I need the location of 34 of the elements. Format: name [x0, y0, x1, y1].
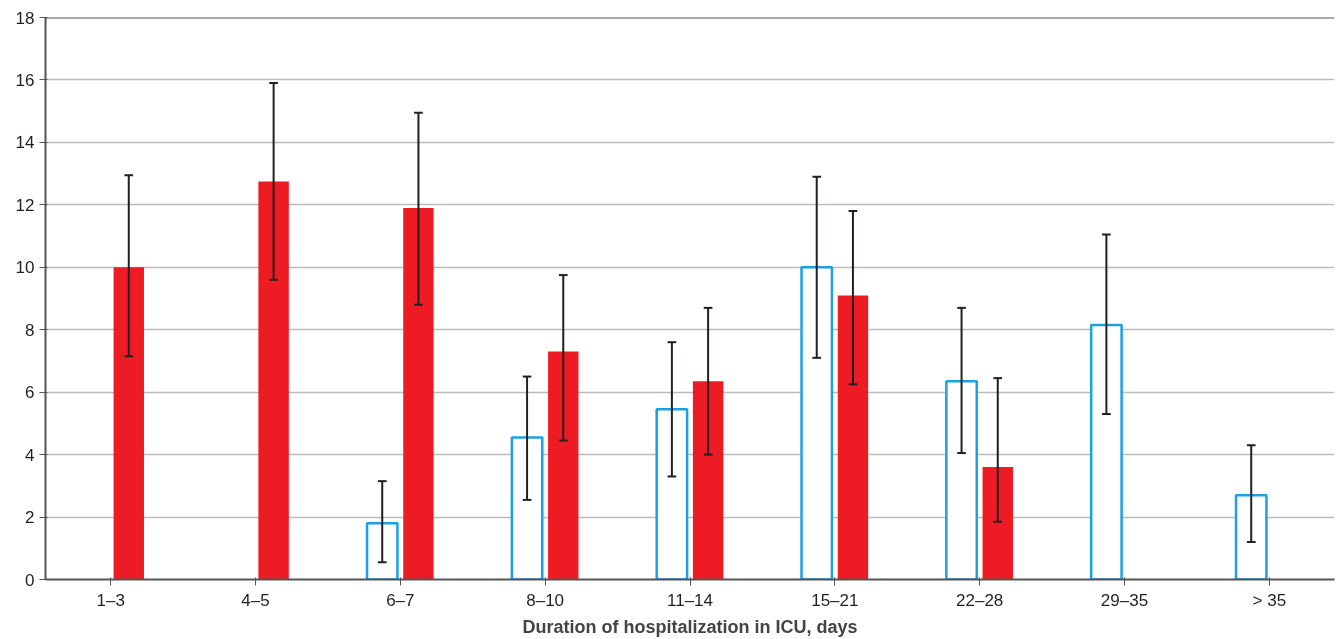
y-tick-label: 0	[25, 570, 35, 590]
bar	[548, 351, 579, 580]
x-tick-label: > 35	[1252, 590, 1287, 610]
y-tick-label: 18	[15, 8, 35, 28]
x-tick-label: 1–3	[96, 590, 125, 610]
bar	[692, 381, 724, 580]
y-tick-label: 2	[25, 508, 35, 528]
bar	[1234, 493, 1268, 580]
x-tick-label: 8–10	[526, 590, 565, 610]
y-tick-label: 12	[15, 195, 35, 215]
x-tick-label: 6–7	[386, 590, 415, 610]
bar	[945, 379, 979, 580]
x-tick-label: 11–14	[666, 590, 714, 610]
bar	[113, 267, 144, 580]
bar	[403, 207, 434, 580]
bar	[800, 266, 834, 580]
bar	[1089, 323, 1123, 580]
y-tick-label: 6	[25, 383, 35, 403]
y-tick-label: 16	[15, 70, 35, 90]
y-tick-label: 14	[15, 133, 35, 153]
bar	[655, 408, 689, 580]
bar	[365, 522, 399, 580]
x-tick-label: 22–28	[956, 590, 1004, 610]
bar	[258, 181, 289, 580]
y-tick-label: 4	[25, 445, 35, 465]
bar	[982, 467, 1013, 580]
y-tick-label: 8	[25, 320, 35, 340]
x-tick-label: 4–5	[241, 590, 270, 610]
x-tick-label: 15–21	[811, 590, 859, 610]
x-tick-label: 29–35	[1100, 590, 1149, 610]
x-axis-title: Duration of hospitalization in ICU, days	[522, 616, 858, 637]
bar	[510, 436, 544, 580]
y-tick-label: 10	[15, 258, 35, 278]
bar	[837, 295, 869, 580]
